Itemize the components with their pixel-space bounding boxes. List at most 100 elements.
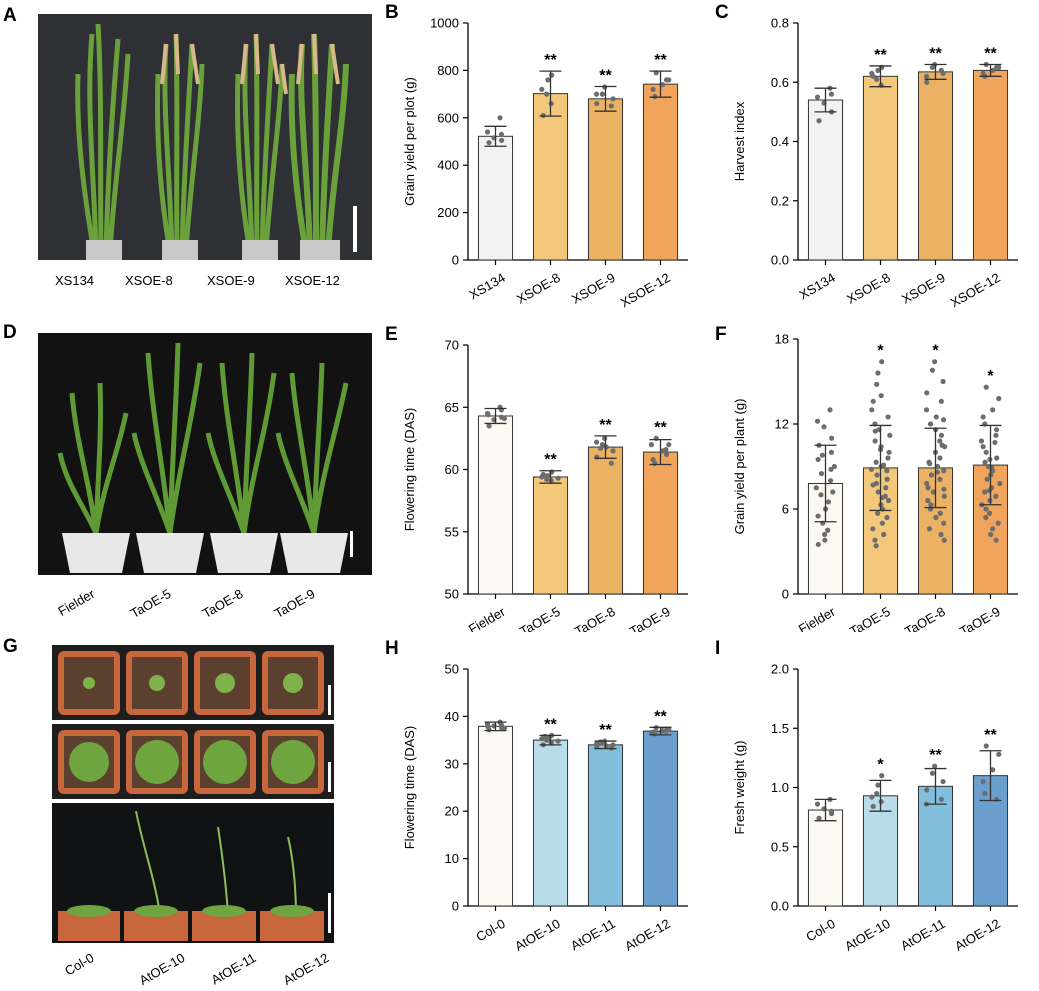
data-point: [926, 526, 933, 532]
data-point: [993, 64, 1000, 71]
data-point: [878, 393, 884, 399]
x-tick-label: XSOE-8: [514, 270, 563, 307]
panel-letter: H: [385, 638, 399, 659]
significance-label: *: [987, 368, 994, 385]
significance-label: **: [929, 45, 942, 62]
x-tick-label: XS134: [796, 270, 837, 303]
data-point: [938, 796, 944, 802]
x-tick-label: TaOE-8: [572, 604, 618, 632]
significance-label: **: [544, 52, 557, 69]
data-point: [929, 64, 936, 71]
y-tick-label: 0: [782, 587, 789, 602]
y-tick-label: 70: [445, 338, 459, 353]
y-tick-label: 60: [445, 462, 459, 477]
chart-fresh-weight: I 0.0 0.5 1.0 1.5 2.0 Fresh weight (g) Col-0 * At…: [715, 636, 1035, 986]
scale-bar: [350, 531, 353, 557]
wheat-label: Fielder: [55, 586, 98, 619]
x-tick-label: TaOE-9: [627, 604, 673, 632]
y-tick-label: 2.0: [771, 662, 789, 677]
bar: [807, 809, 844, 907]
data-point: [993, 537, 999, 543]
data-point: [875, 370, 881, 376]
data-point: [597, 739, 604, 745]
panel-letter: B: [385, 2, 399, 23]
data-point: [929, 770, 936, 776]
data-point: [869, 794, 875, 800]
y-tick-label: 1.5: [771, 721, 789, 736]
bar: [477, 135, 514, 261]
data-point: [988, 531, 994, 538]
x-tick-label: AtOE-11: [568, 916, 618, 953]
y-tick-label: 800: [437, 63, 459, 78]
data-point: [501, 725, 507, 731]
data-point: [498, 131, 505, 137]
data-point: [924, 390, 930, 396]
data-point: [829, 435, 835, 441]
data-point: [875, 510, 881, 516]
x-tick-label: XSOE-9: [569, 270, 618, 307]
y-tick-label: 1.0: [771, 780, 789, 795]
data-point: [879, 520, 885, 526]
x-tick-label: TaOE-8: [902, 604, 948, 632]
y-tick-label: 200: [437, 205, 459, 220]
data-point: [992, 439, 998, 446]
data-point: [545, 77, 551, 83]
data-point: [542, 733, 548, 739]
arabidopsis-rosettes-photo: [52, 724, 334, 799]
data-point: [828, 466, 834, 472]
data-point: [501, 415, 507, 422]
arabidopsis-seedlings-photo: [52, 645, 334, 720]
y-axis-label: Fresh weight (g): [732, 741, 747, 835]
data-point: [875, 782, 881, 788]
data-point: [555, 475, 561, 481]
data-point: [497, 115, 503, 121]
data-point: [885, 414, 891, 420]
data-point: [814, 94, 821, 100]
rice-label: XS134: [55, 273, 95, 288]
data-point: [593, 91, 600, 97]
chart-harvest-index: C 0.0 0.2 0.4 0.6 0.8 Harvest index XS134 ** XSOE…: [715, 0, 1035, 320]
data-point: [603, 444, 609, 450]
data-point: [542, 473, 548, 479]
data-point: [663, 728, 669, 734]
significance-label: **: [984, 45, 997, 62]
data-point: [929, 367, 936, 373]
significance-label: **: [599, 722, 612, 739]
data-point: [990, 526, 996, 532]
data-point: [875, 67, 881, 73]
bar: [587, 744, 624, 907]
data-point: [884, 476, 890, 482]
data-point: [980, 778, 986, 785]
data-point: [499, 137, 505, 143]
x-tick-label: Col-0: [803, 916, 837, 945]
rice-label: XSOE-12: [285, 273, 340, 288]
y-tick-label: 40: [445, 709, 459, 724]
bar: [642, 83, 679, 261]
data-point: [874, 76, 880, 82]
panel-letter: C: [715, 2, 729, 23]
chart-flowering-time-wheat: E 50 55 60 65 70 Flowering time (DAS) Fielder **…: [385, 322, 705, 639]
panel-letter-g: G: [3, 636, 18, 657]
data-point: [873, 459, 879, 465]
data-point: [828, 91, 835, 97]
y-tick-label: 50: [445, 662, 459, 677]
data-point: [995, 520, 1001, 526]
data-point: [663, 446, 669, 453]
data-point: [498, 722, 505, 728]
significance-label: **: [929, 747, 942, 764]
data-point: [813, 485, 819, 491]
data-point: [883, 485, 889, 491]
data-point: [610, 448, 616, 454]
bar: [587, 446, 624, 595]
data-point: [980, 414, 986, 420]
x-tick-label: XSOE-12: [618, 270, 673, 310]
significance-label: **: [544, 452, 557, 469]
data-point: [978, 438, 985, 444]
data-point: [937, 476, 943, 482]
data-point: [874, 381, 880, 387]
data-point: [870, 398, 876, 404]
data-point: [872, 438, 878, 444]
data-point: [663, 451, 670, 458]
x-tick-label: XSOE-9: [899, 270, 948, 307]
data-point: [594, 100, 600, 107]
